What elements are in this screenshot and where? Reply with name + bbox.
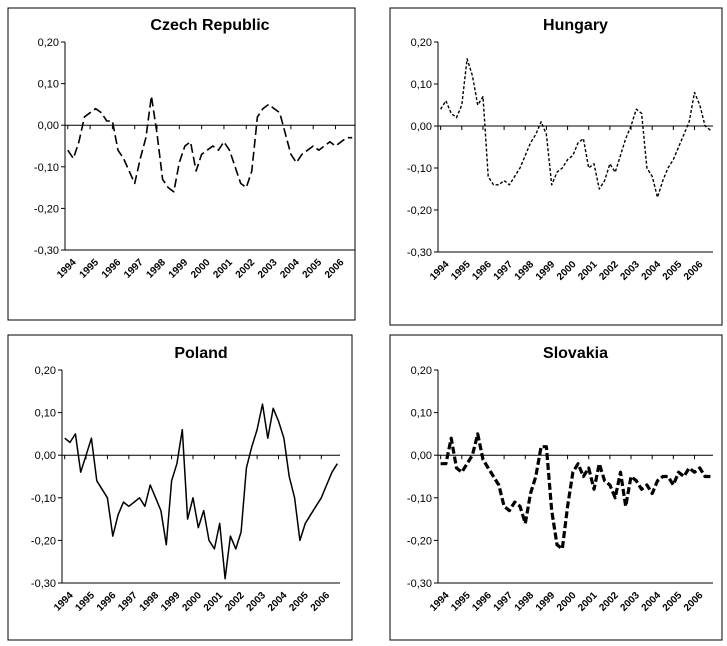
x-tick-label: 2006: [682, 590, 706, 614]
x-tick-label: 1994: [428, 259, 452, 283]
data-line: [440, 58, 711, 199]
panel: Czech Republic -0,30 -0,20 -0,10 0,00 0,10 0,2…: [7, 7, 356, 321]
x-tick-label: 1998: [513, 259, 537, 283]
y-tick-label: -0,20: [407, 205, 432, 217]
y-tick-label: 0,10: [35, 408, 56, 420]
y-tick-label: -0,20: [34, 203, 59, 215]
x-tick-label: 2004: [640, 259, 664, 283]
chart-title: Slovakia: [543, 345, 608, 362]
panel-frame: [7, 7, 356, 321]
data-line: [440, 432, 711, 551]
y-tick-label: 0,00: [38, 120, 59, 132]
x-tick-label: 1994: [55, 257, 79, 281]
x-tick-label: 1996: [100, 257, 124, 281]
x-tick-label: 1999: [534, 590, 558, 614]
x-tick-label: 2005: [287, 590, 311, 614]
x-tick-label: 2002: [223, 590, 247, 614]
x-tick-label: 2000: [180, 590, 204, 614]
x-tick-label: 1996: [470, 590, 494, 614]
y-tick-label: 0,20: [411, 37, 432, 49]
panel: Hungary-0,30-0,20-0,100,000,100,20199419…: [389, 7, 723, 326]
x-tick-label: 2000: [555, 259, 579, 283]
x-tick-label: 2001: [202, 590, 226, 614]
x-tick-label: 2000: [555, 590, 579, 614]
y-tick-label: 0,20: [411, 365, 432, 377]
x-tick-label: 2006: [682, 259, 706, 283]
x-tick-label: 1997: [492, 590, 516, 614]
x-tick-label: 1997: [116, 590, 140, 614]
x-tick-label: 1995: [73, 590, 97, 614]
x-tick-label: 1997: [122, 257, 146, 281]
x-tick-label: 2004: [278, 257, 302, 281]
x-tick-label: 2001: [211, 257, 235, 281]
x-tick-label: 1995: [78, 257, 102, 281]
x-tick-label: 1995: [449, 590, 473, 614]
data-line: [67, 95, 353, 193]
y-tick-label: -0,30: [407, 247, 432, 259]
x-tick-label: 1998: [144, 257, 168, 281]
x-tick-label: 2005: [301, 257, 325, 281]
y-tick-label: 0,00: [411, 121, 432, 133]
x-tick-label: 1997: [492, 259, 516, 283]
x-tick-label: 2002: [597, 590, 621, 614]
chart-title: Czech Republic: [150, 17, 269, 34]
chart-title: Hungary: [543, 17, 608, 34]
y-tick-label: -0,10: [31, 493, 56, 505]
panel: Slovakia-0,30-0,20-0,100,000,100,2019941…: [389, 334, 723, 641]
panel-frame: [389, 334, 723, 641]
x-tick-label: 1994: [428, 590, 452, 614]
y-tick-label: -0,20: [31, 535, 56, 547]
chart-title: Poland: [174, 345, 227, 362]
y-tick-label: -0,20: [407, 535, 432, 547]
x-tick-label: 2001: [576, 259, 600, 283]
x-tick-label: 1996: [470, 259, 494, 283]
x-tick-label: 1999: [534, 259, 558, 283]
x-tick-label: 1998: [513, 590, 537, 614]
y-tick-label: -0,10: [407, 163, 432, 175]
panel-frame: [389, 7, 723, 326]
y-tick-label: -0,10: [34, 162, 59, 174]
y-tick-label: 0,10: [38, 79, 59, 91]
y-tick-label: 0,10: [411, 408, 432, 420]
y-tick-label: -0,30: [31, 578, 56, 590]
y-tick-label: 0,20: [35, 365, 56, 377]
panel-frame: [7, 334, 353, 641]
y-tick-label: 0,00: [411, 450, 432, 462]
x-tick-label: 2002: [234, 257, 258, 281]
x-tick-label: 1999: [167, 257, 191, 281]
x-tick-label: 2005: [661, 590, 685, 614]
x-tick-label: 2004: [266, 590, 290, 614]
data-line: [64, 403, 338, 580]
x-tick-label: 2003: [618, 590, 642, 614]
x-tick-label: 2003: [245, 590, 269, 614]
x-tick-label: 1995: [449, 259, 473, 283]
x-tick-label: 2001: [576, 590, 600, 614]
y-tick-label: 0,20: [38, 37, 59, 49]
x-tick-label: 2002: [597, 259, 621, 283]
x-tick-label: 2005: [661, 259, 685, 283]
x-tick-label: 2003: [618, 259, 642, 283]
x-tick-label: 2006: [309, 590, 333, 614]
x-tick-label: 1994: [52, 590, 76, 614]
y-tick-label: -0,10: [407, 493, 432, 505]
y-tick-label: -0,30: [407, 578, 432, 590]
y-tick-label: -0,30: [34, 245, 59, 257]
x-tick-label: 2000: [189, 257, 213, 281]
x-tick-label: 2006: [323, 257, 347, 281]
x-tick-label: 2004: [640, 590, 664, 614]
x-tick-label: 1998: [138, 590, 162, 614]
x-tick-label: 2003: [256, 257, 280, 281]
panel: Poland-0,30-0,20-0,100,000,100,201994199…: [7, 334, 353, 641]
y-tick-label: 0,10: [411, 79, 432, 91]
x-tick-label: 1996: [95, 590, 119, 614]
y-tick-label: 0,00: [35, 450, 56, 462]
x-tick-label: 1999: [159, 590, 183, 614]
